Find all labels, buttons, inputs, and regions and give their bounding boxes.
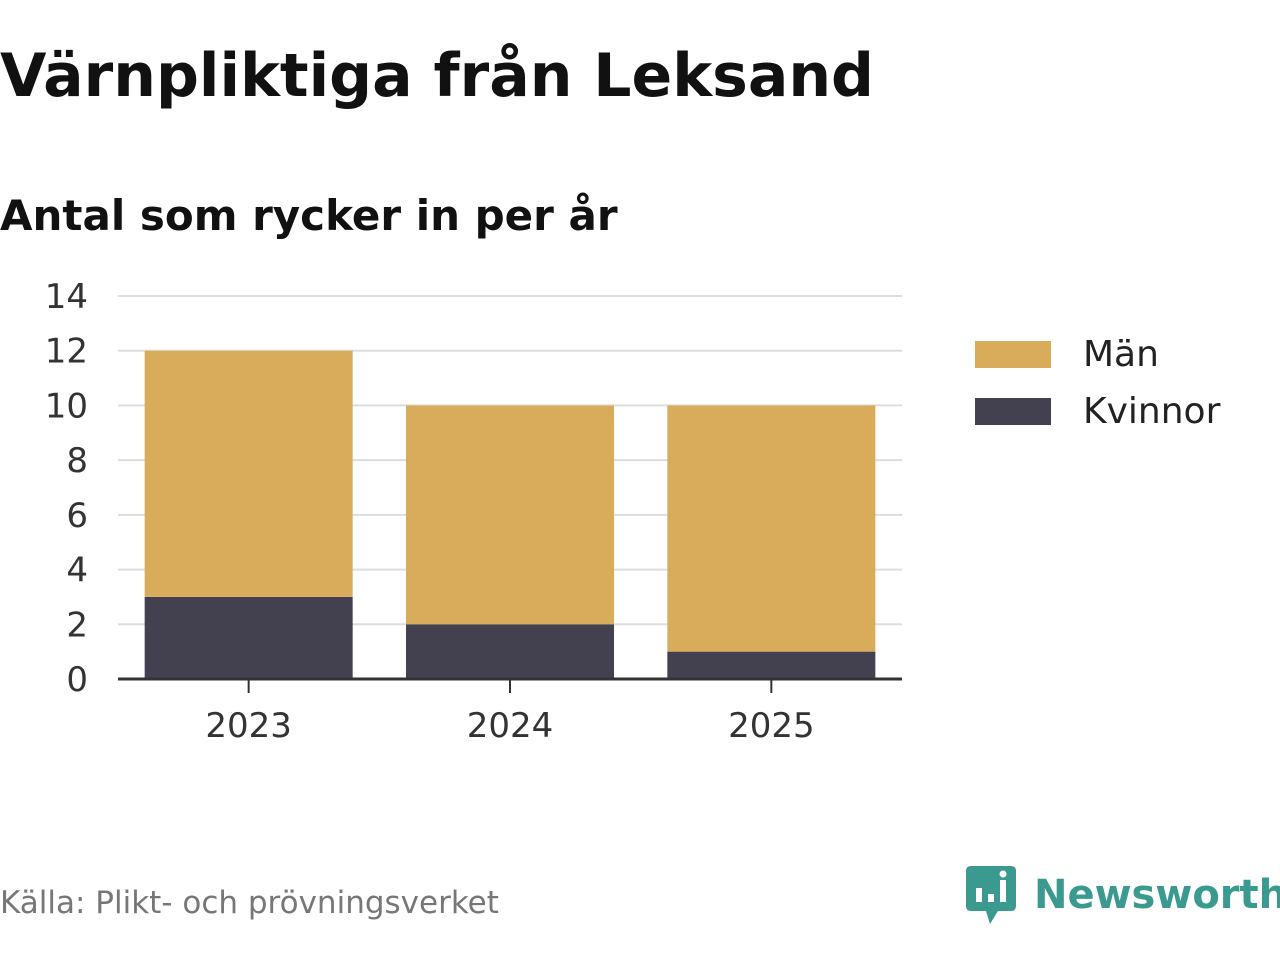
bar-kvinnor-2024 bbox=[406, 624, 614, 679]
bar-chart-speech-bubble-icon bbox=[966, 866, 1016, 924]
legend-swatch-kvinnor bbox=[975, 397, 1051, 425]
legend-item-man: Män bbox=[975, 330, 1220, 378]
stacked-bar-chart: 0 2 4 6 8 10 12 14 2023 2024 2025 bbox=[45, 277, 902, 746]
legend: Män Kvinnor bbox=[975, 330, 1220, 444]
y-tick-label: 14 bbox=[45, 277, 88, 317]
brand-logo: Newsworthy bbox=[966, 866, 1280, 924]
bar-man-2023 bbox=[144, 350, 353, 597]
y-tick-label: 6 bbox=[66, 496, 88, 536]
brand-name: Newsworthy bbox=[1034, 872, 1280, 918]
x-tick-label: 2025 bbox=[728, 706, 815, 746]
legend-label-man: Män bbox=[1083, 333, 1159, 375]
bar-kvinnor-2023 bbox=[144, 596, 353, 679]
x-tick-label: 2024 bbox=[467, 706, 554, 746]
legend-swatch-man bbox=[975, 340, 1051, 368]
legend-label-kvinnor: Kvinnor bbox=[1083, 390, 1221, 432]
source-note: Källa: Plikt- och prövningsverket bbox=[0, 885, 499, 921]
y-tick-label: 0 bbox=[66, 660, 88, 700]
legend-item-kvinnor: Kvinnor bbox=[975, 387, 1220, 435]
y-tick-label: 2 bbox=[66, 605, 88, 645]
bar-man-2024 bbox=[406, 405, 614, 625]
y-tick-label: 10 bbox=[45, 386, 88, 426]
bar-man-2025 bbox=[667, 405, 876, 652]
bar-kvinnor-2025 bbox=[667, 651, 876, 679]
y-tick-label: 4 bbox=[66, 551, 88, 591]
bars bbox=[144, 350, 876, 679]
x-tick-label: 2023 bbox=[205, 706, 292, 746]
chart-title: Värnpliktiga från Leksand bbox=[0, 41, 874, 111]
chart-subtitle: Antal som rycker in per år bbox=[0, 191, 618, 240]
axes: 0 2 4 6 8 10 12 14 2023 2024 2025 bbox=[45, 277, 902, 746]
y-tick-label: 12 bbox=[45, 332, 88, 372]
y-tick-label: 8 bbox=[66, 441, 88, 481]
